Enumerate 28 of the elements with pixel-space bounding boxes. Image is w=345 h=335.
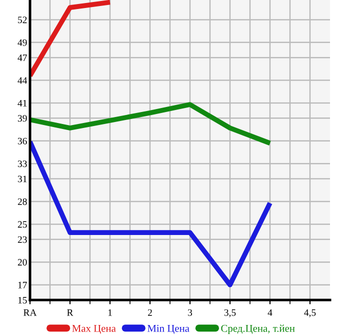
legend-label: Min Цена [147, 324, 190, 334]
x-tick-label: 4,5 [304, 309, 316, 318]
y-tick-label: 44 [18, 77, 28, 84]
x-tick-label: R [67, 309, 74, 316]
line-series [30, 102, 272, 146]
x-tick-label: 1 [108, 309, 112, 316]
y-tick-label: 23 [18, 236, 27, 243]
x-tick-label: RA [24, 309, 37, 316]
y-tick-label: 36 [18, 138, 27, 144]
x-tick-label: 3,5 [224, 309, 236, 318]
y-tick-label: 47 [18, 54, 27, 61]
y-tick-label: 25 [18, 221, 27, 228]
y-tick-label: 17 [18, 282, 27, 288]
y-tick-label: 52 [18, 16, 27, 24]
x-tick-label: 3 [188, 309, 192, 316]
legend-label: Сред.Цена, т.йен [221, 324, 295, 334]
line-series [30, 139, 272, 288]
x-tick-label: 2 [148, 309, 152, 316]
y-tick-label: 49 [18, 39, 27, 46]
y-tick-label: 20 [18, 259, 27, 266]
y-tick-label: 39 [18, 115, 27, 122]
y-tick-label: 28 [18, 198, 27, 205]
y-tick-label: 31 [18, 176, 27, 182]
legend-label: Max Цена [72, 324, 116, 334]
y-tick-label: 33 [18, 160, 27, 168]
y-tick-label: 41 [18, 100, 27, 106]
x-tick-label: 4 [268, 309, 272, 316]
y-tick-label: 15 [18, 296, 27, 304]
